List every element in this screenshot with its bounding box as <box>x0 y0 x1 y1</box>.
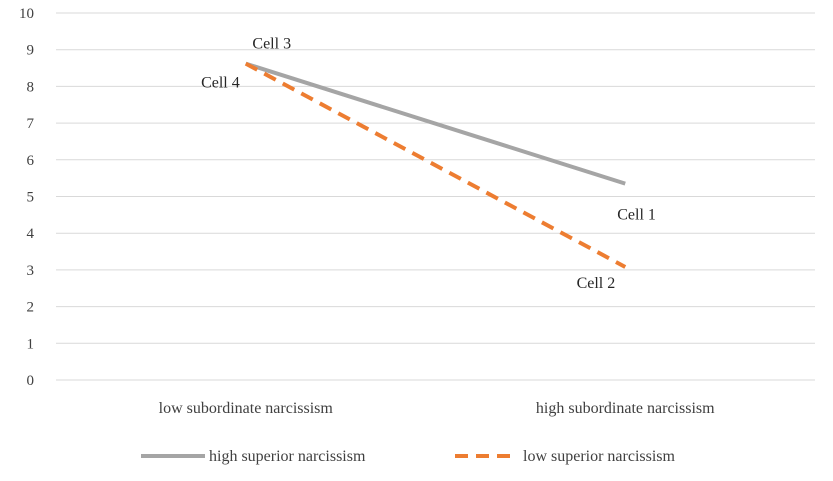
series-lines <box>244 61 627 269</box>
annotation-label: Cell 4 <box>201 75 240 92</box>
y-tick-label: 10 <box>19 6 34 22</box>
y-tick-label: 3 <box>27 263 35 279</box>
series-line-low-superior <box>244 61 627 269</box>
y-tick-label: 5 <box>27 190 35 206</box>
y-tick-label: 4 <box>27 226 35 242</box>
y-axis-tick-labels: 0 1 2 3 4 5 6 7 8 9 10 <box>19 6 35 389</box>
annotation-label: Cell 2 <box>577 275 616 292</box>
legend: high superior narcissism low superior nar… <box>141 448 676 465</box>
annotation-label: Cell 1 <box>617 207 656 224</box>
x-category-label: low subordinate narcissism <box>159 400 334 417</box>
x-axis-category-labels: low subordinate narcissism high subordina… <box>159 400 715 417</box>
series-line-high-superior <box>245 61 626 186</box>
y-tick-label: 6 <box>27 153 35 169</box>
legend-label: low superior narcissism <box>523 448 676 465</box>
gridlines <box>56 12 815 381</box>
x-category-label: high subordinate narcissism <box>536 400 715 417</box>
annotation-label: Cell 3 <box>252 36 291 53</box>
y-tick-label: 7 <box>27 116 35 132</box>
point-annotations: Cell 3 Cell 4 Cell 1 Cell 2 <box>201 36 656 292</box>
legend-label: high superior narcissism <box>209 448 366 465</box>
y-tick-label: 2 <box>27 300 35 316</box>
y-tick-label: 8 <box>27 79 35 95</box>
y-tick-label: 9 <box>27 43 35 59</box>
y-tick-label: 1 <box>27 336 35 352</box>
y-tick-label: 0 <box>27 373 35 389</box>
